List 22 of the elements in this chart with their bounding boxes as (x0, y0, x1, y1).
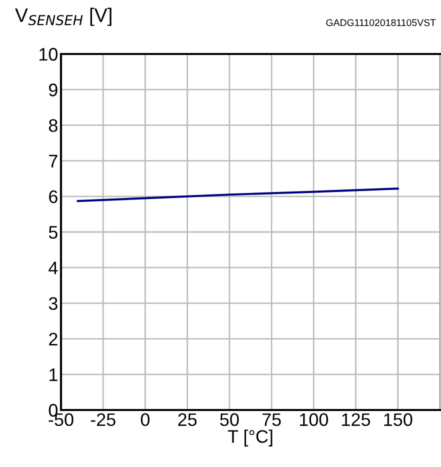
y-tick-label: 4 (48, 262, 58, 274)
x-tick-label: 125 (342, 413, 370, 426)
line-series (76, 188, 399, 202)
x-tick-label: 150 (384, 413, 412, 426)
y-tick-label: 9 (49, 84, 58, 96)
x-tick-label: 75 (262, 413, 281, 426)
y-tick-label: 8 (48, 119, 58, 132)
y-tick-label: 5 (48, 226, 58, 239)
x-axis-title: T [°C] (228, 430, 272, 446)
y-tick-label: 6 (49, 190, 58, 204)
x-tick-label: 100 (300, 413, 328, 426)
x-tick-label: 0 (140, 413, 150, 426)
y-tick-label: 1 (50, 368, 58, 381)
y-tick-label: 3 (48, 297, 58, 310)
y-axis-title: V$_{SENSEH}$ [V] (15, 8, 112, 26)
text: GADG111020181105VST (326, 19, 436, 26)
y-tick-label: 2 (49, 332, 58, 346)
x-tick-label: -25 (90, 413, 116, 426)
x-tick-label: 50 (220, 413, 239, 426)
y-tick-label: 7 (49, 154, 58, 168)
x-tick-label: 25 (178, 413, 197, 426)
y-tick-label: 10 (40, 48, 58, 61)
